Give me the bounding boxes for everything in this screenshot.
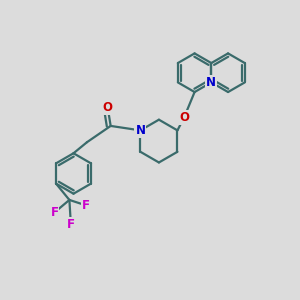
Text: N: N [135, 124, 146, 137]
Text: F: F [82, 199, 90, 212]
Text: N: N [206, 76, 216, 89]
Text: F: F [50, 206, 59, 219]
Text: O: O [179, 111, 189, 124]
Text: F: F [67, 218, 75, 231]
Text: O: O [103, 101, 113, 114]
